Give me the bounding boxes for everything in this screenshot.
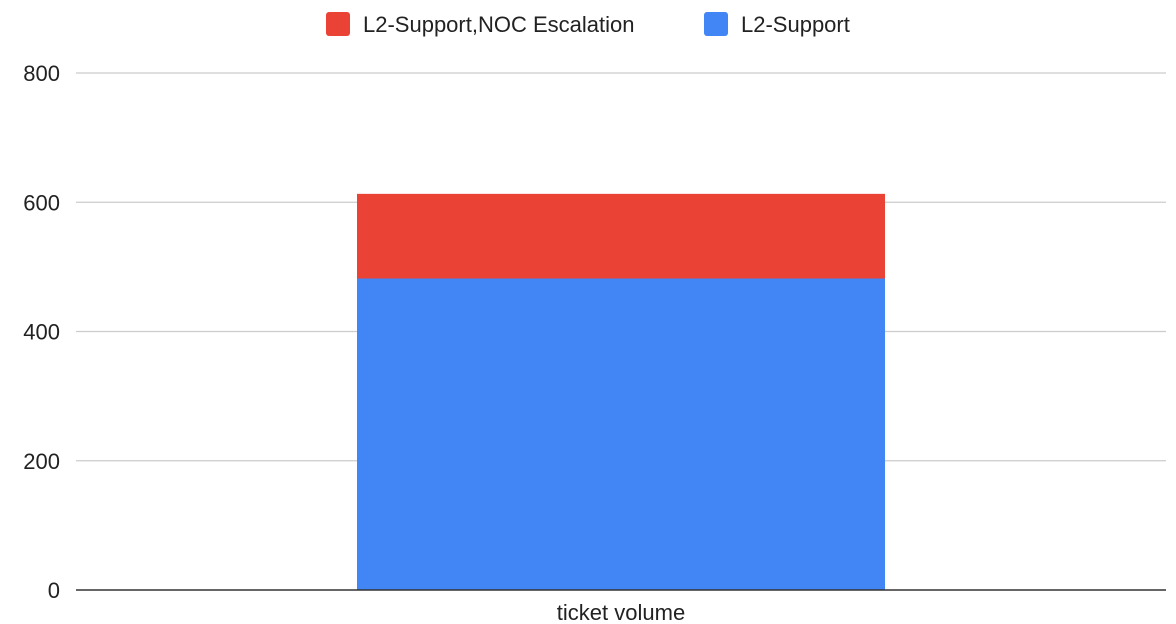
legend-label-l2-support-noc-escalation[interactable]: L2-Support,NOC Escalation bbox=[363, 12, 634, 37]
x-axis: ticket volume bbox=[76, 589, 1166, 624]
y-tick-label-200: 200 bbox=[23, 449, 60, 474]
y-tick-label-400: 400 bbox=[23, 320, 60, 345]
y-tick-label-0: 0 bbox=[48, 578, 60, 603]
chart-bars bbox=[357, 193, 885, 590]
bar-l2-support-noc-escalation-0[interactable] bbox=[357, 193, 885, 279]
x-tick-label-0: ticket volume bbox=[557, 600, 685, 624]
legend-label-l2-support[interactable]: L2-Support bbox=[741, 12, 850, 37]
legend-swatch-l2-support-noc-escalation bbox=[326, 12, 350, 36]
y-tick-label-800: 800 bbox=[23, 61, 60, 86]
y-tick-label-600: 600 bbox=[23, 190, 60, 215]
y-axis: 0 200 400 600 800 bbox=[23, 61, 60, 603]
legend-swatch-l2-support bbox=[704, 12, 728, 36]
chart-legend: L2-Support,NOC Escalation L2-Support bbox=[326, 12, 850, 37]
bar-l2-support-0[interactable] bbox=[357, 278, 885, 590]
